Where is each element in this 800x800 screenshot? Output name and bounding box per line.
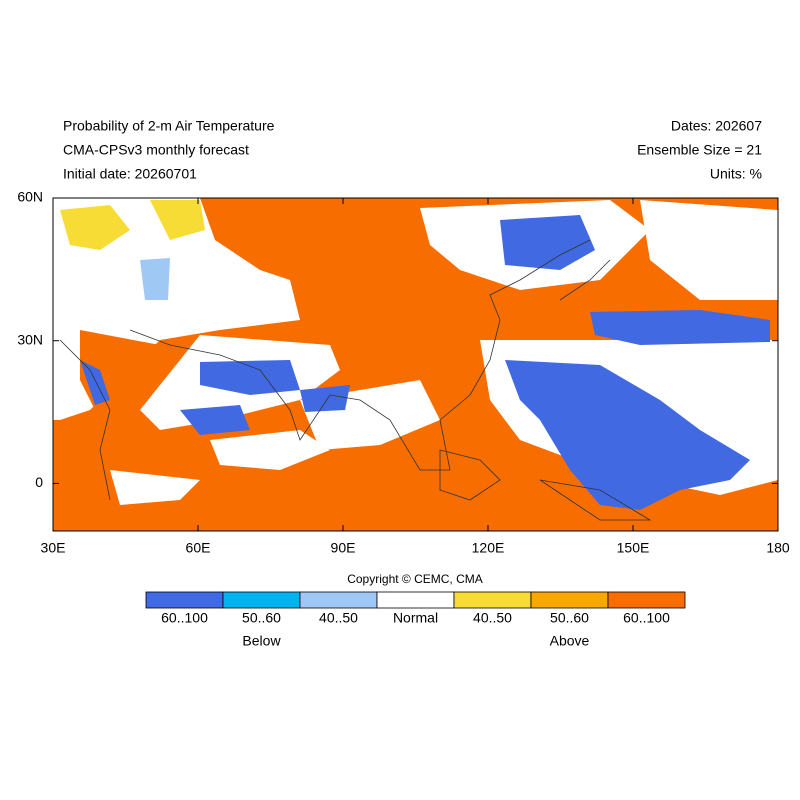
coastlines <box>59 239 652 521</box>
legend-swatch <box>299 591 378 609</box>
map-frame <box>52 197 779 532</box>
legend-swatch <box>607 591 686 609</box>
lat-tick-label: 60N <box>17 189 43 205</box>
title-line: Initial date: 20260701 <box>63 166 197 182</box>
lon-tick-label: 60E <box>186 540 211 556</box>
legend-label: 60..100 <box>623 610 670 626</box>
legend-swatch <box>376 591 455 609</box>
legend-label: 50..60 <box>550 610 589 626</box>
legend-swatch <box>530 591 609 609</box>
lon-tick-label: 30E <box>41 540 66 556</box>
copyright: Copyright © CEMC, CMA <box>347 572 483 586</box>
legend-label: 50..60 <box>242 610 281 626</box>
title-line: Probability of 2-m Air Temperature <box>63 118 275 134</box>
legend-label: 60..100 <box>161 610 208 626</box>
lon-tick-label: 180 <box>766 540 790 556</box>
legend-group: Above <box>550 633 590 649</box>
legend-group: Below <box>242 633 281 649</box>
legend-swatch <box>222 591 301 609</box>
map-field <box>53 198 778 531</box>
info-line: Units: % <box>710 166 762 182</box>
lat-tick-label: 30N <box>17 331 43 347</box>
info-line: Ensemble Size = 21 <box>637 142 762 158</box>
legend-swatch <box>453 591 532 609</box>
legend-label: Normal <box>393 610 438 626</box>
lon-tick-label: 150E <box>617 540 650 556</box>
title-line: CMA-CPSv3 monthly forecast <box>63 142 249 158</box>
info-line: Dates: 202607 <box>671 118 762 134</box>
lon-tick-label: 120E <box>472 540 505 556</box>
legend-swatch <box>145 591 224 609</box>
legend-label: 40..50 <box>473 610 512 626</box>
lon-tick-label: 90E <box>331 540 356 556</box>
legend-label: 40..50 <box>319 610 358 626</box>
lat-tick-label: 0 <box>35 474 43 490</box>
